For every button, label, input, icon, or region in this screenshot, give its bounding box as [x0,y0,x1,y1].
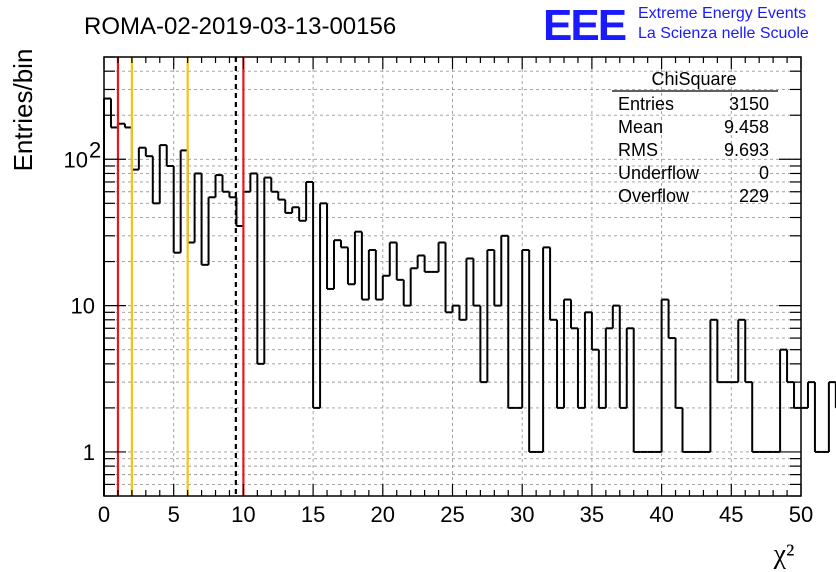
brand-line-2: La Scienza nelle Scuole [638,25,809,42]
chart-title: ROMA-02-2019-03-13-00156 [84,13,396,40]
axis-ticks [103,56,802,497]
stats-row-label: Overflow [618,186,690,206]
stats-row-label: Entries [618,94,674,114]
stats-row-label: Mean [618,117,663,137]
x-tick-label: 45 [719,502,743,527]
x-tick-label: 15 [301,502,325,527]
x-tick-label: 25 [440,502,464,527]
reference-lines [116,57,245,496]
y-tick-label-exponent: 2 [89,137,101,162]
stats-row-value: 9.693 [724,140,769,160]
stats-row-value: 0 [759,163,769,183]
x-axis-title: χ² [773,539,795,570]
stats-row-label: RMS [618,140,658,160]
y-axis-title: Entries/bin [8,49,38,172]
y-tick-label: 1 [83,440,95,465]
stats-row-value: 9.458 [724,117,769,137]
stats-row-value: 229 [739,186,769,206]
stats-row-label: Underflow [618,163,700,183]
x-tick-label: 40 [649,502,673,527]
x-tick-label: 20 [371,502,395,527]
x-tick-label: 35 [580,502,604,527]
brand-line-1: Extreme Energy Events [638,5,806,22]
y-tick-label: 10 [64,147,88,172]
histogram [103,97,836,496]
stats-row-value: 3150 [729,94,769,114]
x-tick-labels: 0 5 10 15 20 25 30 35 40 45 50 [98,502,813,527]
x-tick-label: 30 [510,502,534,527]
x-tick-label: 5 [168,502,180,527]
stats-title: ChiSquare [651,69,736,89]
y-tick-label: 10 [71,294,95,319]
eee-logo-text: EEE [543,1,626,50]
stats-box: ChiSquare Entries 3150 Mean 9.458 RMS 9.693 Un… [612,69,778,206]
eee-logo: EEE Extreme Energy Events La Scienza nel… [543,1,809,50]
x-tick-label: 10 [231,502,255,527]
x-tick-label: 0 [98,502,110,527]
x-tick-label: 50 [789,502,813,527]
grid [104,57,801,496]
stats-rows: Entries 3150 Mean 9.458 RMS 9.693 Underflow 0 Ov… [618,94,769,206]
